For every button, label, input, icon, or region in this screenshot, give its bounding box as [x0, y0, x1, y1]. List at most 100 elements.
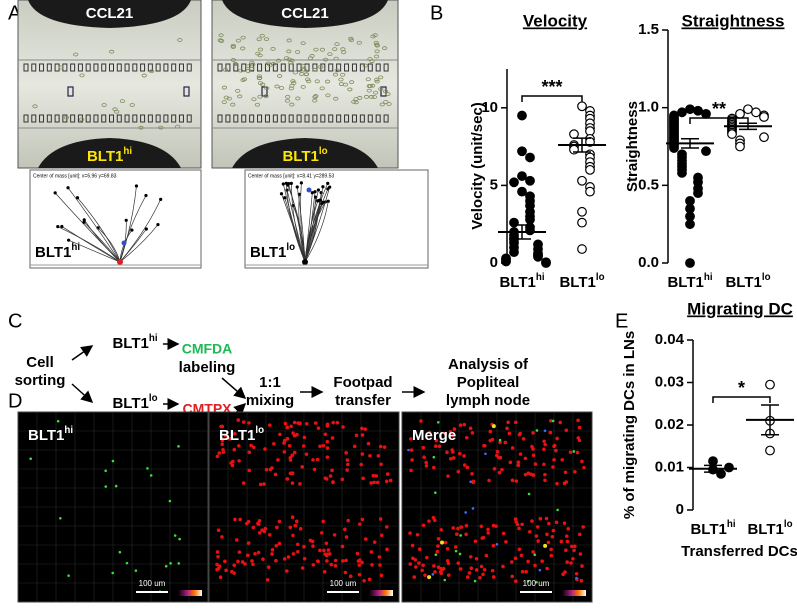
track: [119, 224, 159, 263]
pillar: [163, 114, 169, 123]
cell-dot: [325, 439, 330, 444]
cell-dot: [346, 518, 351, 523]
cell: [291, 81, 297, 85]
cell-dot: [251, 445, 256, 450]
cell-dot: [468, 426, 473, 431]
step: mixing: [246, 392, 294, 409]
cell-dot: [293, 523, 298, 528]
track-plot: [244, 169, 429, 269]
cell: [367, 57, 373, 61]
cell-dot: [538, 516, 543, 521]
cell-dot: [474, 568, 479, 572]
cell-dot: [313, 421, 318, 425]
cell-dot: [517, 432, 522, 437]
cell-dot: [508, 460, 513, 465]
step: Popliteal: [457, 374, 520, 391]
cell-dot: [572, 548, 576, 553]
y-axis-label: % of migrating DCs in LNs: [621, 331, 638, 519]
data-point: [759, 132, 769, 143]
cell-dot: [465, 575, 470, 579]
pillar: [344, 63, 350, 72]
cell-dot: [357, 558, 362, 562]
cell-dot: [304, 452, 309, 456]
cell-dot: [282, 450, 287, 454]
pillar: [367, 114, 373, 123]
cell: [334, 68, 340, 73]
y-axis-label: Velocity (unit/sec): [469, 102, 486, 230]
cell-dot: [229, 461, 233, 465]
cell-dot: [290, 453, 294, 458]
cell-dot: [486, 531, 491, 535]
cell-dot: [330, 436, 335, 440]
cell-dot: [288, 456, 293, 460]
cell-dot: [385, 547, 389, 552]
pillar: [375, 114, 381, 123]
track-end: [313, 190, 317, 194]
data-point: [577, 217, 587, 228]
cell-dot: [261, 557, 265, 561]
pillar: [257, 114, 263, 123]
cell: [385, 92, 391, 97]
cell: [286, 49, 292, 54]
data-point: [585, 186, 595, 197]
y-tick-label: 0.02: [655, 416, 684, 433]
cell-dot: [372, 540, 377, 544]
cell: [292, 70, 298, 75]
cell-dot: [290, 481, 295, 485]
cell-dot: [237, 550, 242, 554]
cell: [256, 74, 262, 79]
cell-dot: [453, 545, 458, 549]
cell-dot: [331, 480, 335, 485]
data-point: [751, 107, 761, 118]
cell-dot: [291, 533, 295, 538]
cell: [109, 49, 115, 54]
cell-dot: [575, 576, 578, 580]
cell-dot: [521, 437, 526, 441]
cell-dot: [549, 547, 553, 552]
cell-dot: [565, 560, 569, 564]
cell: [312, 98, 318, 103]
cell-dot: [514, 479, 519, 483]
cell-dot: [432, 564, 436, 568]
cell-dot: [530, 444, 534, 449]
cell: [221, 85, 228, 90]
cell-dot: [361, 476, 365, 481]
pillar: [77, 63, 83, 72]
cell-dot: [491, 543, 496, 548]
image-label: Merge: [412, 427, 456, 444]
image-top-label: CCL21: [86, 5, 134, 22]
cell-dot: [276, 458, 280, 462]
cell-dot: [267, 423, 272, 427]
cell-dot: [285, 477, 290, 481]
cell: [327, 52, 333, 56]
y-tick-label: 10: [481, 99, 498, 116]
cell-dot: [488, 438, 493, 443]
cell-dot: [510, 478, 515, 483]
cell: [284, 98, 291, 103]
cell-dot: [164, 564, 168, 568]
pillar: [328, 63, 334, 72]
cell-dot: [546, 540, 551, 545]
pipette-bottom: [232, 138, 378, 168]
cell-dot: [223, 559, 227, 564]
cell-dot: [285, 569, 289, 573]
track-end: [156, 222, 160, 227]
cell-dot: [443, 540, 448, 545]
track: [119, 195, 147, 263]
pillar: [217, 114, 223, 123]
cell-dot: [548, 418, 553, 423]
cell-dot: [149, 474, 153, 477]
cell: [305, 77, 311, 82]
cell-dot: [114, 484, 118, 488]
cell-dot: [360, 560, 364, 565]
cell: [58, 65, 64, 70]
cell-dot: [436, 565, 441, 569]
cell-dot: [559, 539, 564, 544]
y-tick-label: 1.0: [638, 99, 659, 116]
cell-dot: [565, 539, 570, 544]
cell-dot: [533, 462, 538, 466]
cell: [313, 47, 319, 52]
cell-dot: [325, 422, 330, 427]
cell-dot: [311, 458, 315, 462]
cell-dot: [56, 419, 60, 423]
